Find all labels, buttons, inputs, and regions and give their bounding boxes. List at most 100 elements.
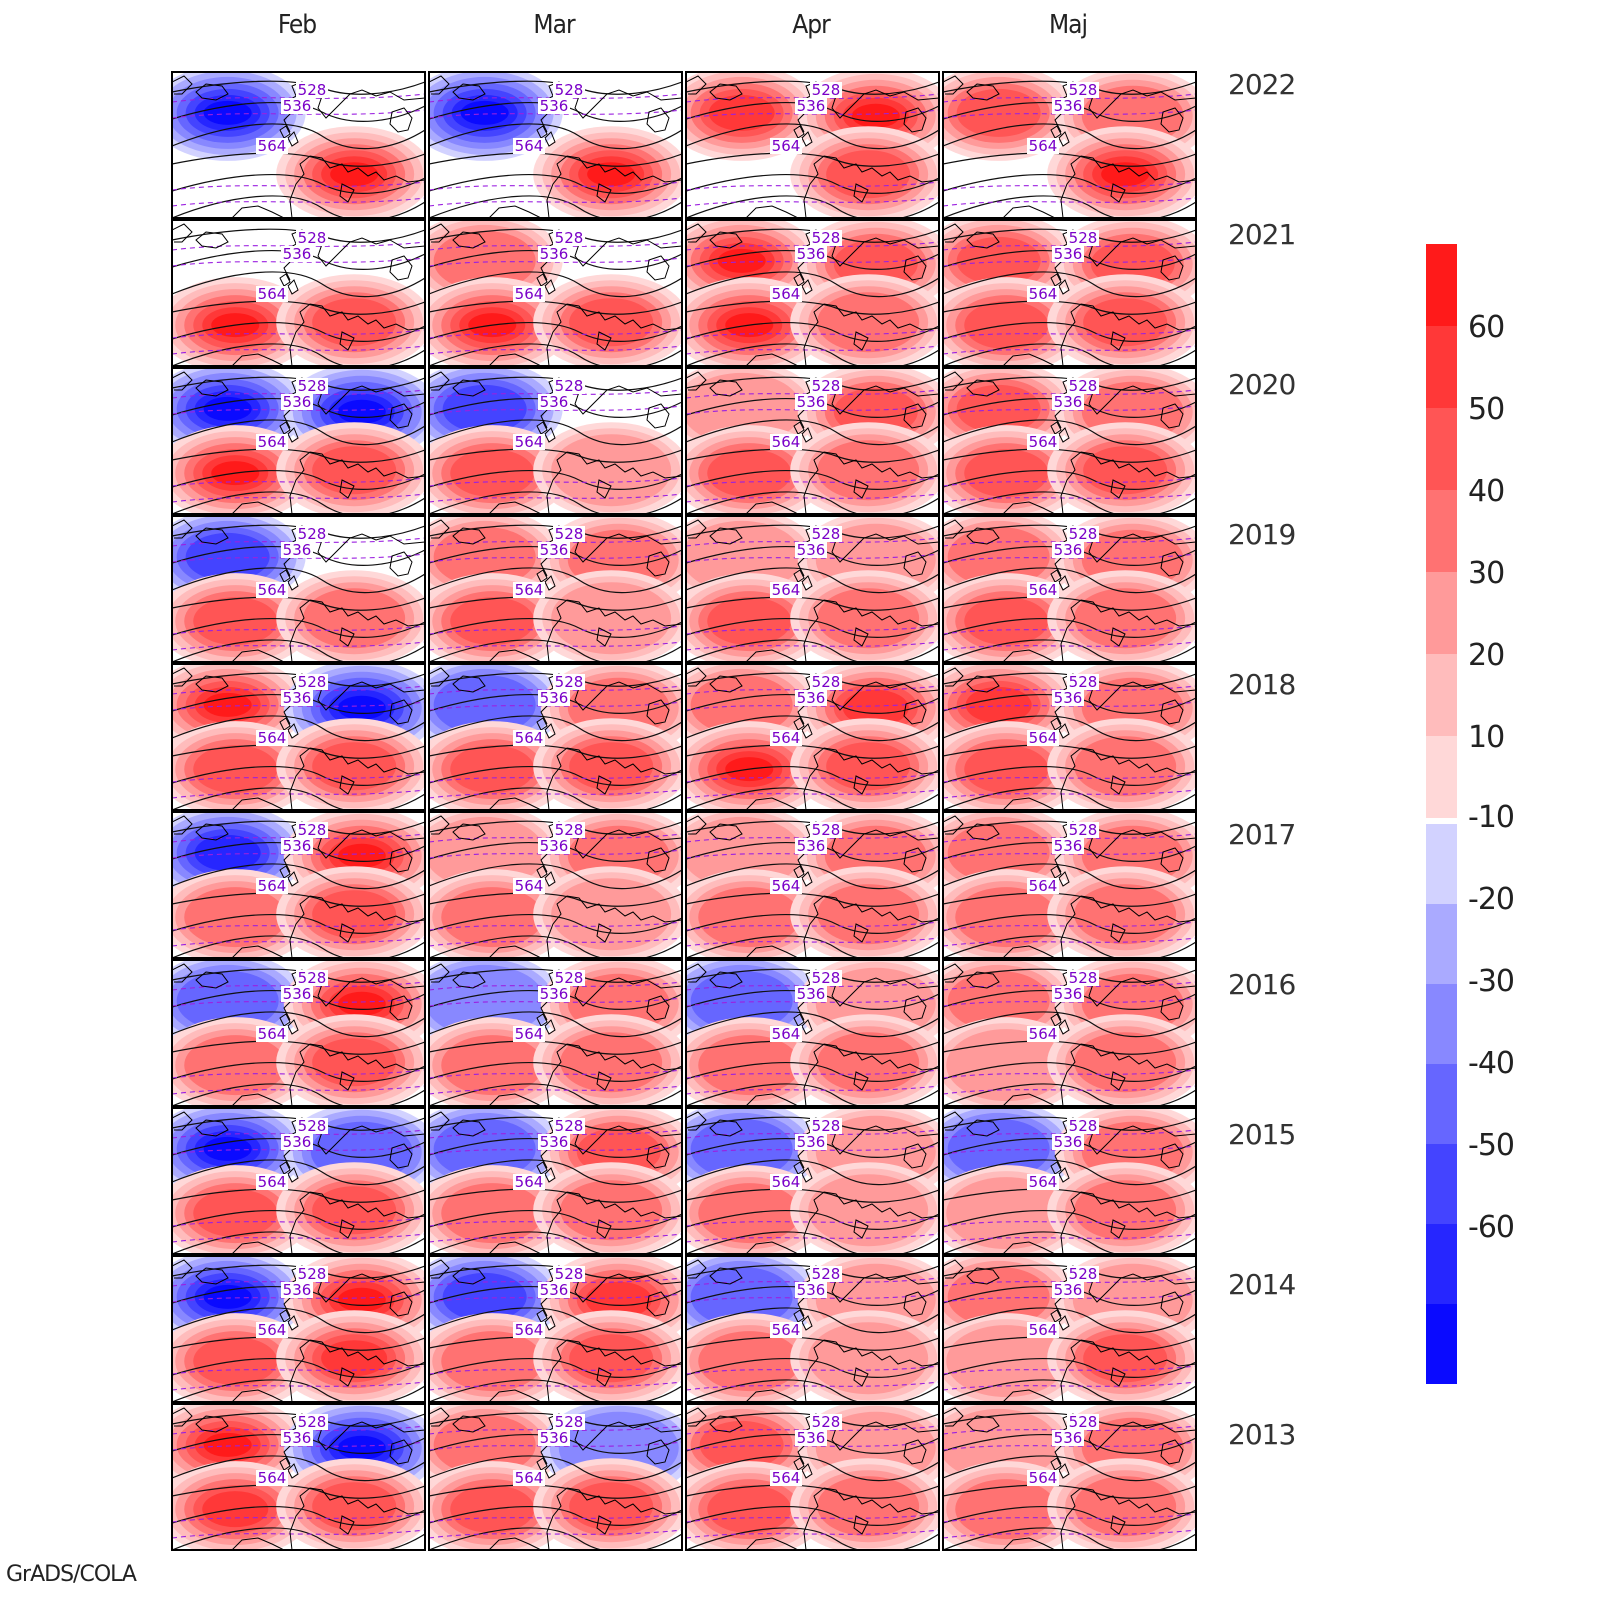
- geopotential-contour: [429, 1210, 682, 1230]
- coastline: [1160, 255, 1184, 281]
- geopotential-contour: [686, 618, 939, 638]
- contour-label-bg: [810, 822, 842, 838]
- coastline: [231, 1537, 285, 1550]
- coastline: [172, 371, 193, 391]
- contour-label: 536: [283, 1133, 312, 1151]
- coastline: [289, 155, 425, 218]
- coastline: [943, 1259, 964, 1279]
- coastline: [488, 1537, 542, 1550]
- anomaly-shading: [337, 399, 386, 424]
- thickness-contour: [943, 1365, 1196, 1375]
- coastline: [1002, 1537, 1056, 1550]
- coastline: [488, 1093, 542, 1106]
- coastline: [279, 1457, 291, 1471]
- geopotential-contour: [943, 1434, 1196, 1454]
- coastline: [195, 1415, 229, 1433]
- geopotential-contour: [686, 842, 939, 862]
- coastline: [966, 675, 1000, 693]
- thickness-contour: [172, 773, 425, 783]
- contour-label: 528: [555, 673, 584, 691]
- coastline: [709, 527, 743, 545]
- coastline: [389, 847, 413, 873]
- contour-label: 536: [283, 245, 312, 263]
- panel-frame: [428, 71, 683, 219]
- coastline: [853, 1071, 869, 1091]
- thickness-contour: [943, 181, 1196, 191]
- geopotential-contour: [943, 1062, 1196, 1082]
- geopotential-contour: [686, 1138, 939, 1158]
- coastline: [903, 847, 927, 873]
- coastline: [903, 1291, 927, 1317]
- coastline: [195, 1267, 229, 1285]
- coastline: [801, 871, 813, 887]
- coastline: [943, 223, 964, 243]
- anomaly-shading: [817, 884, 920, 945]
- contour-label-bg: [296, 1266, 328, 1282]
- coastline: [853, 331, 869, 351]
- coastline: [966, 1415, 1000, 1433]
- thickness-contour: [943, 625, 1196, 635]
- contour-label: 564: [515, 729, 544, 747]
- contour-label: 564: [515, 285, 544, 303]
- contour-label-bg: [770, 582, 802, 598]
- coastline: [803, 155, 939, 218]
- thickness-contour: [686, 625, 939, 635]
- coastline: [646, 1143, 670, 1169]
- contour-label: 528: [812, 673, 841, 691]
- coastline: [646, 255, 670, 281]
- coastline: [279, 421, 291, 435]
- geopotential-contour: [943, 1188, 1196, 1203]
- panel-frame: [428, 1255, 683, 1403]
- anomaly-shading: [203, 1284, 252, 1309]
- geopotential-contour: [686, 1159, 939, 1186]
- anomaly-shading: [203, 1432, 252, 1457]
- coastline: [488, 1389, 542, 1402]
- contour-label-bg: [538, 394, 570, 410]
- thickness-contour: [943, 921, 1196, 931]
- anomaly-shading: [312, 298, 397, 347]
- geopotential-contour: [686, 1358, 939, 1378]
- geopotential-contour: [172, 766, 425, 786]
- coastline: [596, 775, 612, 795]
- contour-label-bg: [538, 1134, 570, 1150]
- coastline: [853, 1367, 869, 1387]
- anomaly-shading: [203, 396, 252, 421]
- coastline: [1110, 479, 1126, 499]
- coastline: [231, 945, 285, 958]
- contour-label-bg: [281, 838, 313, 854]
- contour-label-bg: [538, 1430, 570, 1446]
- thickness-contour: [429, 1217, 682, 1227]
- coastline: [943, 963, 964, 983]
- coastline: [966, 1119, 1000, 1137]
- geopotential-contour: [429, 470, 682, 490]
- thickness-contour: [172, 1365, 425, 1375]
- geopotential-contour: [429, 914, 682, 934]
- year-label-2017: 2017: [1228, 818, 1296, 851]
- colorbar-label-60: 60: [1468, 310, 1505, 345]
- coastline: [195, 823, 229, 841]
- contour-label-bg: [1067, 378, 1099, 394]
- contour-label: 564: [1029, 137, 1058, 155]
- coastline: [803, 895, 939, 958]
- contour-label-bg: [513, 1026, 545, 1042]
- contour-label-bg: [256, 878, 288, 894]
- contour-label: 528: [298, 1117, 327, 1135]
- coastline: [943, 667, 964, 687]
- contour-label: 536: [540, 245, 569, 263]
- contour-label-bg: [1067, 970, 1099, 986]
- coastline: [339, 331, 355, 351]
- geopotential-contour: [943, 694, 1196, 714]
- coastline: [1060, 747, 1196, 810]
- anomaly-shading: [303, 588, 406, 649]
- contour-label-bg: [1052, 986, 1084, 1002]
- thickness-contour: [429, 1513, 682, 1523]
- contour-label-bg: [538, 690, 570, 706]
- contour-label: 564: [772, 433, 801, 451]
